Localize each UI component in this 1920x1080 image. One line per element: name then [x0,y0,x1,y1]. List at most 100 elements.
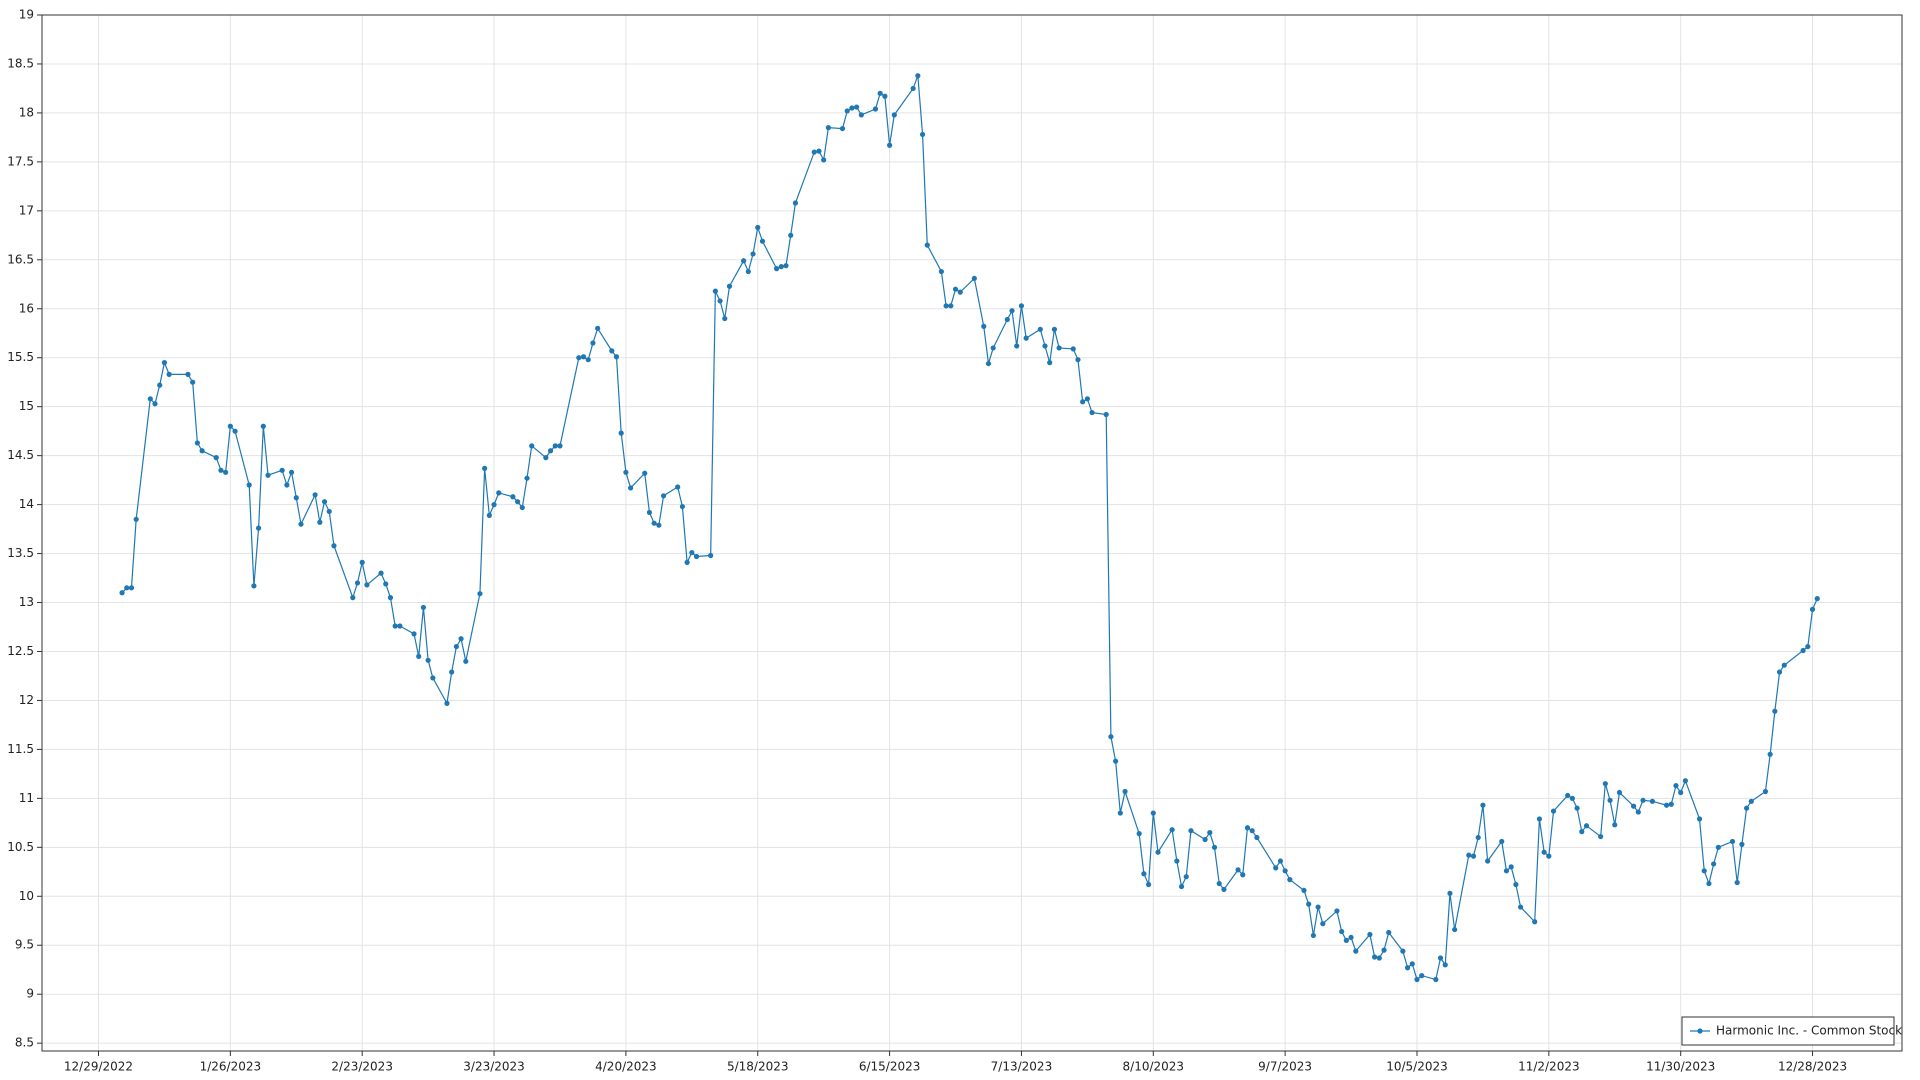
data-point [321,499,328,505]
x-tick-label: 10/5/2023 [1386,1060,1448,1074]
data-point [557,443,563,449]
data-point [1814,596,1820,602]
data-point [825,125,831,131]
data-point [623,469,629,475]
data-point [1663,802,1670,808]
y-tick-label: 18 [19,105,34,119]
data-point [1598,833,1604,840]
grid [42,14,1902,1051]
data-point [392,623,398,629]
y-tick-label: 16.5 [7,252,34,266]
data-point [1287,877,1293,883]
data-point [675,484,681,490]
data-point [430,675,436,681]
data-point [642,470,648,476]
data-point [877,90,883,96]
x-tick-label: 11/30/2023 [1646,1060,1715,1074]
data-point [1574,805,1580,811]
data-point [952,286,959,292]
data-point [854,104,860,110]
data-point [293,495,299,501]
data-point [1273,865,1279,871]
data-point [190,379,196,385]
data-point [948,303,954,309]
data-point [943,303,949,309]
data-point [1569,795,1575,801]
data-point [213,455,219,461]
data-point [1480,802,1486,808]
data-point [161,360,168,366]
data-point [609,348,615,354]
y-tick-label: 15 [19,399,34,413]
data-point [792,200,799,206]
y-tick-label: 8.5 [15,1036,34,1050]
data-point [990,345,996,351]
data-point [1612,822,1618,828]
y-tick-label: 9 [26,987,34,1001]
data-point [1729,838,1736,845]
data-point [585,357,591,363]
data-point [449,669,455,675]
data-point [124,585,130,591]
data-point [1536,816,1543,822]
x-tick-label: 4/20/2023 [595,1060,657,1074]
data-point [708,552,714,559]
data-point [1442,962,1448,968]
data-point [1517,904,1524,910]
data-point [590,340,596,346]
data-point [420,604,427,611]
data-point [1178,883,1185,890]
data-point [514,499,521,505]
data-point [1499,838,1505,845]
data-point [1386,929,1392,936]
data-point [486,512,492,518]
data-point [1047,360,1053,366]
y-tick-label: 14.5 [7,448,34,462]
data-point [1372,954,1378,960]
x-tick-label: 12/29/2022 [64,1060,133,1074]
data-point [1277,858,1284,864]
data-point [1678,789,1684,796]
data-point [128,585,135,591]
y-tick-label: 11 [19,791,34,805]
x-tick-label: 12/28/2023 [1778,1060,1847,1074]
data-point [1122,788,1128,795]
data-point [1748,798,1754,804]
data-point [1306,901,1312,907]
data-point [689,549,695,556]
data-point [745,268,751,275]
data-point [152,401,158,407]
data-point [741,258,747,264]
data-point [722,315,728,322]
data-point [679,503,686,510]
data-point [359,559,365,565]
data-point [656,522,662,528]
data-point [1084,396,1090,402]
data-point [1503,868,1510,874]
data-point [1404,965,1411,971]
data-point [1282,868,1288,874]
y-tick-label: 19 [19,8,34,22]
data-point [1320,921,1326,927]
data-point [1565,792,1571,799]
data-point [1550,808,1557,814]
data-point [1042,343,1048,349]
data-point [312,492,318,498]
data-point [1701,868,1707,874]
data-point [1334,908,1340,914]
data-point [265,472,271,478]
x-tick-label: 3/23/2023 [463,1060,525,1074]
data-point [811,149,817,155]
data-point [1649,798,1656,804]
data-point [1452,926,1458,933]
data-point [453,643,459,650]
x-tick-label: 6/15/2023 [859,1060,921,1074]
y-tick-label: 10 [19,889,34,903]
data-point [646,509,653,516]
data-point [1244,825,1251,831]
data-point [919,131,926,138]
data-point [985,360,992,367]
data-point [1023,335,1029,341]
data-point [552,443,558,449]
